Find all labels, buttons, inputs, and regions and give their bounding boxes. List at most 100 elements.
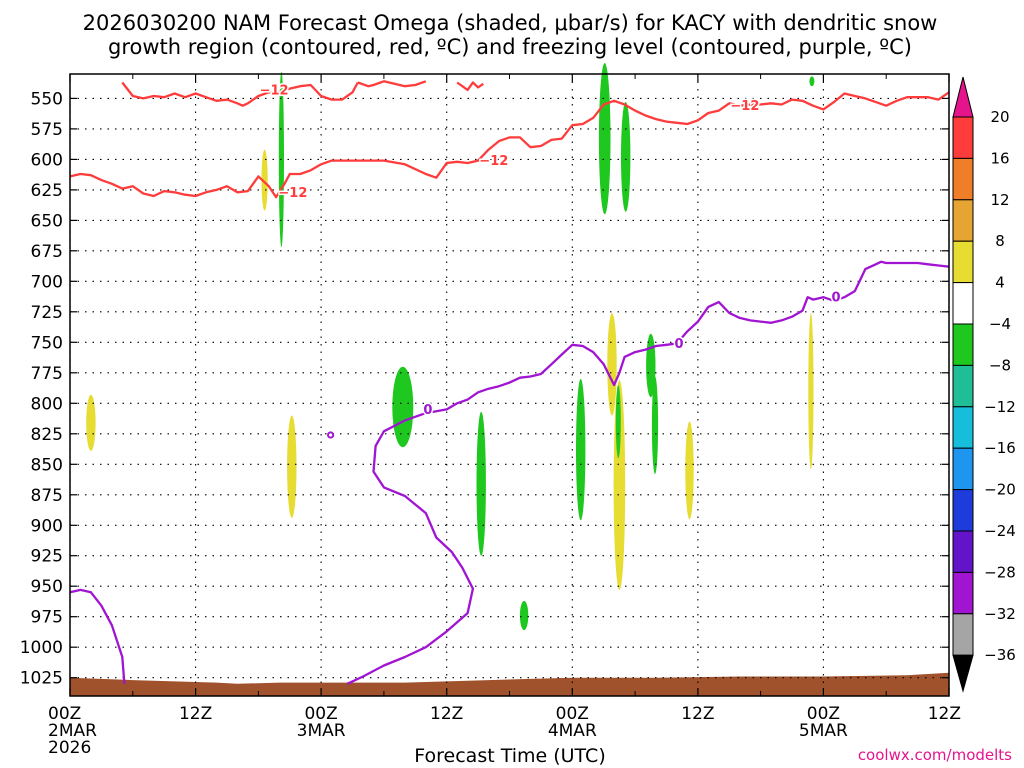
pressure-axis: 550 575 600 625 650 675 700 725 750 775 800 825 850 8… <box>20 89 949 689</box>
omega-shade-region <box>392 366 414 448</box>
x-tick-label: 00Z <box>807 704 840 724</box>
colorbar-label: 4 <box>995 274 1005 292</box>
contour-label: 0 <box>674 337 683 352</box>
colorbar-box <box>952 489 974 532</box>
contour-line <box>69 91 950 199</box>
y-tick-label: 700 <box>31 272 63 292</box>
y-tick-label: 925 <box>31 547 63 567</box>
y-tick-label: 650 <box>31 211 63 231</box>
colorbar-box <box>952 530 974 573</box>
y-tick-label: 1000 <box>20 638 63 658</box>
omega-shade-region <box>476 411 486 556</box>
omega-shade-region <box>651 376 659 475</box>
x-tick-label: 00Z <box>304 704 337 724</box>
contour-line <box>456 81 484 92</box>
omega-shade-region <box>287 415 297 518</box>
colorbar-label: −32 <box>984 605 1016 623</box>
colorbar-bottom-arrow <box>952 654 974 693</box>
omega-shade-region <box>519 600 529 631</box>
x-axis-title: Forecast Time (UTC) <box>414 745 605 767</box>
terrain-fill <box>70 672 949 696</box>
omega-shade-region <box>809 76 815 87</box>
colorbar-label: −20 <box>984 481 1016 499</box>
chart-title-line-1: 2026030200 NAM Forecast Omega (shaded, μ… <box>83 11 938 35</box>
y-tick-label: 600 <box>31 150 63 170</box>
omega-shade-region <box>598 63 611 215</box>
y-tick-label: 825 <box>31 425 63 445</box>
contour-label: −12 <box>479 154 508 169</box>
x-tick-label: 3MAR <box>297 721 346 741</box>
plot-frame <box>69 73 950 697</box>
omega-shade-region <box>261 149 268 211</box>
colorbar-label: 12 <box>990 191 1009 209</box>
colorbar-label: −24 <box>984 522 1016 540</box>
omega-shade-region <box>621 101 631 212</box>
colorbar-label: −12 <box>984 398 1016 416</box>
colorbar-label: −36 <box>984 646 1016 664</box>
colorbar-box <box>952 364 974 408</box>
omega-colorbar: 20 16 12 8 4 −4 −8 −12 −16 −20 −24 −28 −32 −36 <box>952 76 1016 693</box>
contour-ring <box>327 431 335 439</box>
y-tick-label: 950 <box>31 577 63 597</box>
y-tick-label: 750 <box>31 333 63 353</box>
colorbar-box <box>952 116 974 159</box>
contour-label: 0 <box>423 403 432 418</box>
colorbar-box <box>952 240 974 284</box>
contour-label: −12 <box>260 83 289 98</box>
contour-labels: −12 −12 −12 −12 0 0 0 <box>258 82 842 419</box>
y-tick-label: 1025 <box>20 669 63 689</box>
colorbar-box <box>952 282 974 325</box>
colorbar-box <box>952 571 974 615</box>
x-tick-label: 00Z <box>48 704 81 724</box>
x-tick-label: 2MAR <box>48 721 97 741</box>
y-tick-label: 850 <box>31 455 63 475</box>
colorbar-box <box>952 199 974 242</box>
colorbar-box <box>952 447 974 491</box>
omega-shade-region <box>808 313 814 470</box>
y-tick-label: 775 <box>31 364 63 384</box>
colorbar-label: −8 <box>989 356 1011 374</box>
colorbar-label: 16 <box>990 149 1009 167</box>
omega-shade-region <box>615 385 621 459</box>
y-tick-label: 575 <box>31 120 63 140</box>
x-tick-label: 4MAR <box>548 721 597 741</box>
colorbar-box <box>952 613 974 656</box>
x-tick-label: 12Z <box>179 704 212 724</box>
y-tick-label: 725 <box>31 303 63 323</box>
colorbar-label: 20 <box>990 108 1009 126</box>
contour-label: −12 <box>730 99 759 114</box>
colorbar-label: −4 <box>989 315 1011 333</box>
y-tick-label: 625 <box>31 181 63 201</box>
colorbar-box <box>952 157 974 201</box>
colorbar-label: −16 <box>984 439 1016 457</box>
colorbar-box <box>952 406 974 449</box>
x-tick-label: 12Z <box>681 704 714 724</box>
contour-line <box>69 588 126 684</box>
contour-line <box>357 80 427 88</box>
contour-line <box>346 260 950 685</box>
omega-shading <box>86 63 815 631</box>
y-tick-label: 800 <box>31 394 63 414</box>
colorbar-top-arrow <box>952 76 974 118</box>
colorbar-label: −28 <box>984 563 1016 581</box>
y-tick-label: 975 <box>31 608 63 628</box>
grid-lines <box>69 74 950 696</box>
x-tick-label: 00Z <box>556 704 589 724</box>
contour-lines <box>69 80 950 685</box>
omega-shade-region <box>86 394 96 451</box>
omega-shade-region <box>607 313 617 416</box>
y-tick-label: 550 <box>31 89 63 109</box>
omega-shade-region <box>576 378 586 521</box>
chart-title-line-2: growth region (contoured, red, ºC) and f… <box>108 35 912 59</box>
x-tick-label: 2026 <box>48 738 91 758</box>
x-tick-label: 12Z <box>928 704 961 724</box>
colorbar-label: 8 <box>995 232 1005 250</box>
y-tick-label: 900 <box>31 516 63 536</box>
contour-label: −12 <box>278 186 307 201</box>
credit-link[interactable]: coolwx.com/modelts <box>858 746 1012 764</box>
contour-line <box>121 81 359 107</box>
contour-label: 0 <box>831 291 840 306</box>
y-tick-label: 875 <box>31 486 63 506</box>
